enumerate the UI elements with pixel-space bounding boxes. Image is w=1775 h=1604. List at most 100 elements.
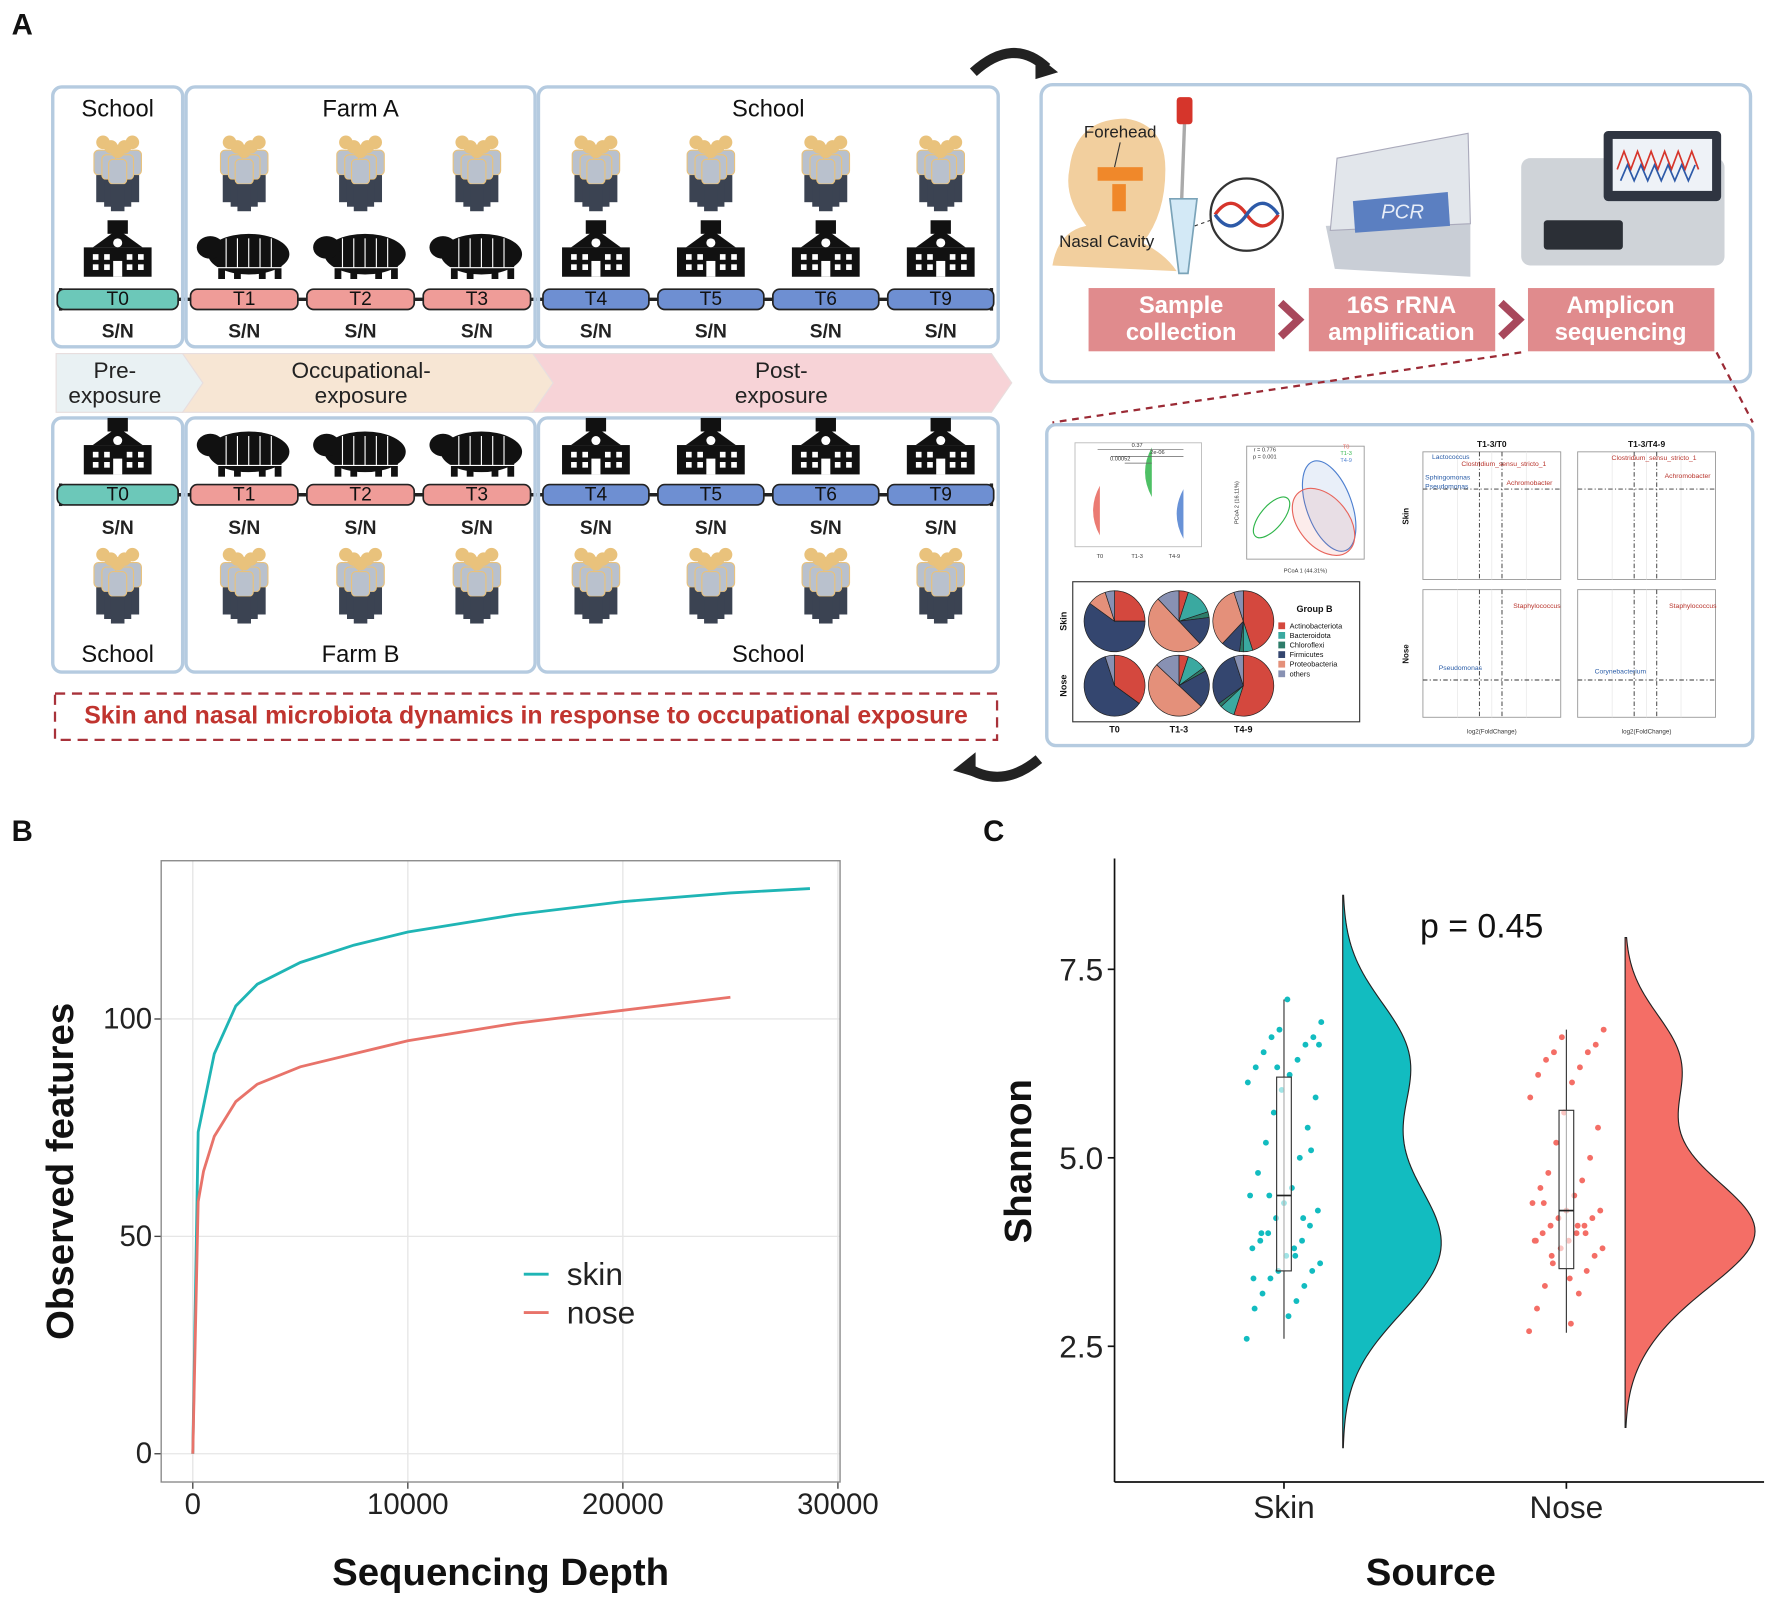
data-point bbox=[1304, 1124, 1311, 1131]
mini-col-label: T0 bbox=[1109, 725, 1120, 735]
school-window bbox=[604, 264, 611, 270]
school-window bbox=[92, 461, 99, 468]
data-point bbox=[1293, 1298, 1300, 1304]
school-tower bbox=[585, 417, 607, 432]
person-body bbox=[350, 158, 371, 185]
mini-legend-key bbox=[1278, 670, 1286, 678]
phase-label: exposure bbox=[315, 383, 408, 408]
data-point bbox=[1314, 1207, 1321, 1214]
data-point bbox=[1252, 1064, 1259, 1071]
school-clock bbox=[113, 238, 123, 248]
school-window bbox=[812, 461, 818, 468]
data-point bbox=[1268, 1034, 1275, 1041]
mini-pcoa-ellipse bbox=[1301, 460, 1357, 552]
mini-legend: T1-3 bbox=[1340, 451, 1352, 457]
data-point bbox=[1243, 1335, 1250, 1342]
pig-leg bbox=[334, 463, 342, 477]
school-window bbox=[731, 264, 737, 270]
mini-genus-label: Corynebacterium bbox=[1595, 669, 1647, 676]
mini-tick: T0 bbox=[1097, 554, 1104, 560]
data-point bbox=[1576, 1064, 1583, 1071]
school-window bbox=[138, 264, 144, 270]
data-point bbox=[1600, 1026, 1607, 1033]
data-point bbox=[1309, 1267, 1316, 1274]
school-window bbox=[92, 254, 99, 260]
school-window bbox=[686, 451, 692, 458]
person-body bbox=[931, 158, 951, 185]
data-point bbox=[1535, 1071, 1542, 1078]
school-clock bbox=[591, 436, 601, 446]
school-clock bbox=[936, 436, 946, 446]
timepoint-label: T4 bbox=[585, 484, 608, 505]
legend-label: skin bbox=[567, 1256, 623, 1292]
pie-slice bbox=[1178, 670, 1210, 708]
school-window bbox=[604, 461, 611, 468]
school-window bbox=[571, 254, 577, 260]
pig-leg bbox=[218, 265, 226, 280]
data-point bbox=[1299, 1237, 1305, 1244]
school-tower bbox=[815, 220, 836, 234]
group-label: Farm B bbox=[322, 642, 400, 668]
school-window bbox=[126, 254, 133, 260]
school-window bbox=[138, 461, 144, 468]
school-window bbox=[126, 451, 133, 458]
timepoint-label: T9 bbox=[930, 289, 952, 310]
pie-slice bbox=[1083, 656, 1140, 717]
group-label: School bbox=[81, 97, 154, 123]
series-line bbox=[191, 887, 811, 1454]
school-tower bbox=[700, 417, 722, 432]
mini-violin bbox=[1093, 485, 1100, 536]
person-legs bbox=[933, 184, 948, 212]
y-tick-label: 0 bbox=[136, 1437, 152, 1470]
y-tick-label: 50 bbox=[119, 1220, 152, 1253]
school-clock bbox=[591, 238, 601, 248]
school-window bbox=[915, 451, 922, 458]
mini-row-label: Skin bbox=[1401, 508, 1410, 525]
density-half-violin bbox=[1342, 894, 1442, 1449]
school-window bbox=[138, 451, 144, 458]
data-point bbox=[1258, 1230, 1265, 1237]
panel-label: A bbox=[12, 8, 33, 41]
data-point bbox=[1265, 1230, 1272, 1237]
mini-legend-key bbox=[1278, 631, 1286, 639]
group-box bbox=[51, 85, 185, 349]
data-point bbox=[1567, 1320, 1574, 1327]
x-axis-title: Sequencing Depth bbox=[332, 1551, 669, 1594]
data-point bbox=[1286, 1071, 1293, 1078]
school-door bbox=[706, 260, 716, 277]
data-point bbox=[1539, 1230, 1546, 1237]
box-body bbox=[1276, 1076, 1292, 1272]
data-point bbox=[1529, 1200, 1536, 1206]
x-tick-label: Skin bbox=[1253, 1489, 1315, 1525]
person-head bbox=[237, 556, 251, 571]
timepoint-label: T4 bbox=[585, 289, 608, 310]
person-legs bbox=[589, 184, 603, 212]
person-head bbox=[353, 556, 368, 571]
school-window bbox=[800, 461, 807, 468]
mini-legend-label: Bacteroidota bbox=[1290, 631, 1332, 640]
school-window bbox=[697, 264, 703, 270]
school-window bbox=[92, 264, 99, 270]
person-head bbox=[237, 144, 251, 159]
school-clock bbox=[821, 436, 831, 446]
school-window bbox=[616, 264, 622, 270]
group-box bbox=[536, 85, 1000, 349]
mini-annotation: 0.37 bbox=[1132, 443, 1143, 449]
data-point bbox=[1270, 1109, 1277, 1116]
person-head bbox=[819, 556, 833, 571]
data-point bbox=[1259, 1290, 1266, 1297]
data-point bbox=[1301, 1283, 1308, 1289]
school-door bbox=[821, 260, 831, 277]
person-legs bbox=[933, 596, 948, 624]
timepoint-label: T1 bbox=[233, 289, 255, 310]
person-head bbox=[819, 144, 833, 159]
timepoint-pill bbox=[772, 483, 880, 506]
group-label: School bbox=[732, 97, 805, 123]
data-point bbox=[1592, 1041, 1599, 1048]
step-chevron bbox=[1498, 299, 1525, 340]
phase-label: Occupational- bbox=[291, 358, 430, 383]
legend-label: nose bbox=[567, 1295, 636, 1331]
person-body bbox=[350, 571, 371, 597]
data-point bbox=[1548, 1252, 1555, 1259]
data-point bbox=[1247, 1192, 1254, 1199]
